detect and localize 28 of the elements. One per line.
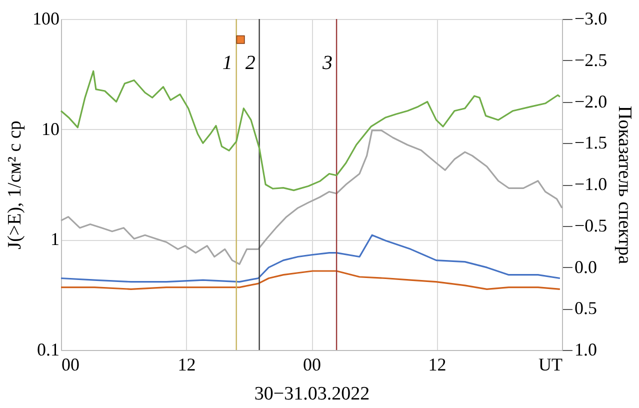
y2-tick-label: −2.5 <box>574 50 608 70</box>
line-series <box>60 70 561 192</box>
x-tick-label: UT <box>538 354 562 374</box>
y-tick-label: 100 <box>32 8 60 28</box>
annotation: 2 <box>245 52 256 74</box>
x-tick-label: 12 <box>178 354 196 374</box>
x-axis-title: 30−31.03.2022 <box>254 384 370 404</box>
y2-tick-label: −0.5 <box>574 215 608 236</box>
y-tick-label: 0.1 <box>37 340 60 360</box>
y2-tick-label: −2.0 <box>574 91 608 112</box>
y-tick-label: 1 <box>50 229 60 250</box>
y2-axis-title: Показатель спектра <box>614 106 636 265</box>
x-tick-label: 12 <box>428 354 446 374</box>
line-series <box>60 130 563 265</box>
y2-tick-label: −1.0 <box>574 174 608 194</box>
line-series <box>60 234 561 283</box>
x-tick-label: 00 <box>303 354 321 374</box>
x-tick-label: 00 <box>62 354 80 374</box>
y2-tick-label: −1.5 <box>574 132 608 153</box>
y2-tick-label: 0.5 <box>574 298 597 318</box>
line-series <box>60 270 561 290</box>
y-axis-title: J(>E), 1/см² с ср <box>4 120 26 250</box>
y2-tick-label: 0.0 <box>574 256 597 277</box>
y-tick-label: 10 <box>42 118 60 139</box>
annotation: 3 <box>322 52 333 74</box>
y2-tick-label: −3.0 <box>574 8 608 28</box>
y2-tick-label: 1.0 <box>574 340 597 360</box>
annotation: 1 <box>222 52 232 74</box>
